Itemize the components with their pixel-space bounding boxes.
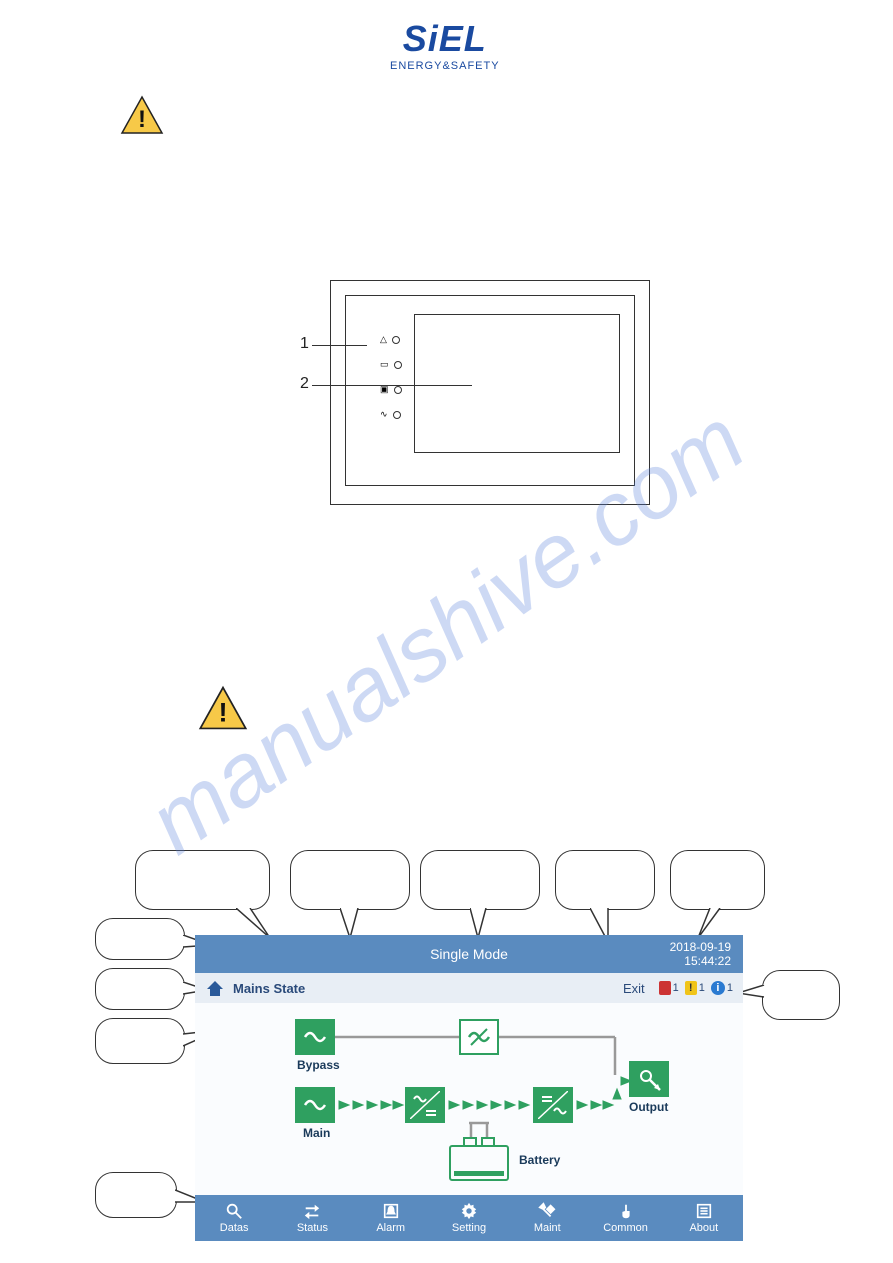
footer-label: About [689, 1222, 718, 1234]
callout-bubble [95, 918, 185, 960]
callout-2: 2 [300, 375, 309, 393]
alarm-yellow-indicator[interactable]: !1 [685, 981, 705, 995]
footer-label: Alarm [376, 1222, 405, 1234]
warning-icon: ! [198, 685, 248, 736]
hmi-subheader: Mains State Exit 1 !1 i1 [195, 973, 743, 1003]
monitor-panel-diagram: △ ▭ ▣ ∿ [330, 280, 650, 505]
mode-label: Single Mode [195, 946, 743, 962]
hmi-body: Bypass Main Output Battery [195, 1003, 743, 1195]
warning-icon: ! [120, 95, 164, 140]
callout-bubble [95, 968, 185, 1010]
flow-lines [195, 1003, 743, 1195]
hmi-footer: Datas Status Alarm Setting Maint Common … [195, 1195, 743, 1241]
footer-setting-button[interactable]: Setting [430, 1195, 508, 1241]
footer-datas-button[interactable]: Datas [195, 1195, 273, 1241]
callout-bubble [135, 850, 270, 910]
datetime: 2018-09-19 15:44:22 [670, 940, 731, 969]
footer-label: Status [297, 1222, 328, 1234]
date-text: 2018-09-19 [670, 940, 731, 954]
callout-bubble [762, 970, 840, 1020]
footer-maint-button[interactable]: Maint [508, 1195, 586, 1241]
callout-bubble [420, 850, 540, 910]
footer-label: Datas [220, 1222, 249, 1234]
footer-status-button[interactable]: Status [273, 1195, 351, 1241]
svg-text:!: ! [138, 106, 146, 133]
hmi-header: Single Mode 2018-09-19 15:44:22 [195, 935, 743, 973]
footer-label: Maint [534, 1222, 561, 1234]
footer-common-button[interactable]: Common [586, 1195, 664, 1241]
callout-bubble [95, 1172, 177, 1218]
alarm-red-indicator[interactable]: 1 [659, 981, 679, 995]
footer-alarm-button[interactable]: Alarm [352, 1195, 430, 1241]
callout-bubble [290, 850, 410, 910]
callout-1: 1 [300, 335, 309, 353]
page-title: Mains State [233, 981, 305, 996]
home-icon[interactable] [205, 979, 225, 997]
hmi-screen: Single Mode 2018-09-19 15:44:22 Mains St… [195, 935, 743, 1231]
footer-label: Setting [452, 1222, 486, 1234]
callout-bubble [670, 850, 765, 910]
brand-tagline: ENERGY&SAFETY [390, 60, 500, 72]
footer-about-button[interactable]: About [665, 1195, 743, 1241]
exit-button[interactable]: Exit [623, 981, 645, 996]
callout-bubble [555, 850, 655, 910]
time-text: 15:44:22 [670, 954, 731, 968]
footer-label: Common [603, 1222, 648, 1234]
alarm-blue-indicator[interactable]: i1 [711, 981, 733, 995]
brand-logo: SiEL ENERGY&SAFETY [390, 18, 500, 72]
brand-name: SiEL [390, 18, 500, 60]
callout-bubble [95, 1018, 185, 1064]
svg-text:!: ! [218, 697, 227, 728]
